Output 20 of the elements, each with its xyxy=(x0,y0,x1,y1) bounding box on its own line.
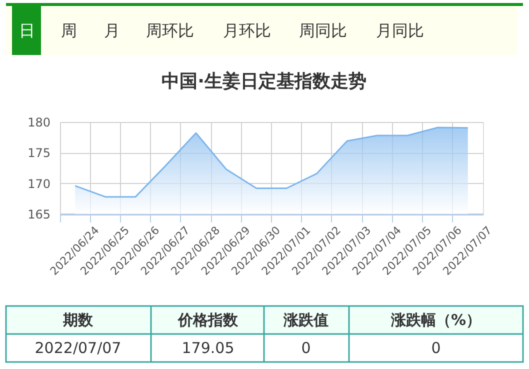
text: 0 xyxy=(301,339,311,357)
y-tick-label: 165 xyxy=(28,208,50,222)
chart-title: 中国·生姜日定基指数走势 xyxy=(162,70,366,92)
text: 涨跌幅（%） xyxy=(390,311,482,329)
text: 179.05 xyxy=(182,339,234,357)
text: 周 xyxy=(61,21,77,40)
text: 月环比 xyxy=(223,21,271,40)
y-tick-label: 175 xyxy=(28,146,50,160)
text: 涨跌值 xyxy=(282,311,328,329)
y-tick-label: 170 xyxy=(28,176,50,191)
text: 期数 xyxy=(62,311,94,329)
text: 2022/07/07 xyxy=(34,339,122,357)
y-tick-label: 180 xyxy=(28,116,50,130)
text: 日 xyxy=(19,21,35,40)
text: 月同比 xyxy=(376,21,424,40)
text: 0 xyxy=(431,339,441,357)
text: 价格指数 xyxy=(177,311,239,329)
text: 月 xyxy=(104,21,120,40)
text: 周同比 xyxy=(299,21,347,40)
text: 周环比 xyxy=(146,21,194,40)
